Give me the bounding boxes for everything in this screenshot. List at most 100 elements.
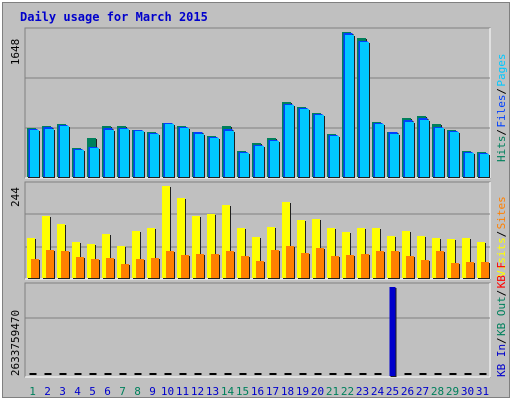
bar-top-pages-16: [255, 146, 264, 177]
bar-middle-sites-22: [346, 255, 354, 278]
bar-top-pages-23: [360, 42, 369, 177]
bar-top-pages-7: [120, 129, 129, 177]
bar-bottom-zero-3: [59, 373, 67, 375]
bar-middle-sites-29: [451, 263, 459, 278]
x-tick-label-30: 30: [461, 385, 474, 398]
bar-middle-sites-6: [106, 258, 114, 278]
bar-middle-visits-18: [282, 202, 290, 278]
bar-middle-sites-9: [151, 258, 159, 278]
legend-separator-middle-0: /: [495, 231, 508, 238]
chart-frame: Daily usage for March 2015 1648 Hits / Files…: [2, 2, 510, 398]
x-tick-label-31: 31: [476, 385, 489, 398]
bar-top-pages-13: [210, 138, 219, 177]
x-tick-label-24: 24: [371, 385, 385, 398]
legend-separator-bottom-1: /: [495, 290, 508, 297]
bar-top-pages-4: [75, 150, 84, 177]
bar-middle-sites-27: [421, 260, 429, 278]
bar-middle-sites-16: [256, 261, 264, 278]
bar-middle-visits-31: [477, 242, 485, 278]
legend-middle-visits: Visits: [495, 237, 508, 277]
bar-middle-visits-10: [162, 186, 170, 278]
bar-middle-sites-12: [196, 254, 204, 278]
y-max-label-bottom: 2633759470: [9, 310, 22, 376]
bar-top-pages-5: [90, 148, 99, 177]
bar-middle-sites-4: [76, 257, 84, 278]
bar-bottom-zero-27: [419, 373, 427, 375]
x-tick-label-8: 8: [134, 385, 141, 398]
bar-top-pages-3: [60, 126, 69, 177]
bar-middle-visits-15: [237, 228, 245, 278]
panel-bottom: [24, 282, 491, 378]
bar-middle-sites-7: [121, 264, 129, 278]
x-tick-label-25: 25: [386, 385, 399, 398]
bar-bottom-zero-9: [149, 373, 157, 375]
legend-bottom-kb-f: KB F: [495, 262, 508, 289]
bar-middle-visits-27: [417, 236, 425, 278]
y-max-label-top: 1648: [9, 39, 22, 66]
bar-middle-sites-11: [181, 255, 189, 278]
bar-middle-sites-3: [61, 251, 69, 278]
bar-top-pages-28: [435, 128, 444, 177]
bar-top-pages-24: [375, 124, 384, 177]
x-tick-label-9: 9: [149, 385, 156, 398]
daily-usage-chart: Daily usage for March 20151648Hits/Files…: [9, 10, 508, 398]
bar-top-pages-2: [45, 129, 54, 177]
bar-top-pages-18: [285, 105, 294, 177]
bar-bottom-zero-26: [404, 373, 412, 375]
x-tick-label-19: 19: [296, 385, 309, 398]
bar-bottom-zero-29: [449, 373, 457, 375]
chart-title: Daily usage for March 2015: [20, 10, 208, 24]
bar-top-pages-27: [420, 120, 429, 177]
bar-middle-visits-2: [42, 216, 50, 278]
bar-bottom-zero-15: [239, 373, 247, 375]
bar-middle-visits-30: [462, 238, 470, 278]
x-tick-label-2: 2: [44, 385, 51, 398]
bar-top-pages-15: [240, 153, 249, 177]
bar-bottom-zero-30: [464, 373, 472, 375]
bar-top-pages-10: [165, 124, 174, 177]
bar-top-pages-1: [30, 130, 39, 177]
bar-bottom-zero-2: [44, 373, 52, 375]
x-tick-label-3: 3: [59, 385, 66, 398]
bar-middle-sites-31: [481, 262, 489, 278]
y-max-label-middle: 244: [9, 187, 22, 207]
bar-top-pages-14: [225, 131, 234, 177]
bar-middle-visits-23: [357, 228, 365, 278]
x-tick-label-4: 4: [74, 385, 81, 398]
bar-middle-sites-2: [46, 250, 54, 278]
x-tick-label-29: 29: [446, 385, 459, 398]
x-tick-label-17: 17: [266, 385, 279, 398]
bar-bottom-zero-10: [164, 373, 172, 375]
bar-bottom-zero-5: [89, 373, 97, 375]
bar-middle-visits-12: [192, 216, 200, 278]
bar-bottom-zero-23: [359, 373, 367, 375]
bar-top-pages-6: [105, 130, 114, 177]
bar-top-pages-11: [180, 128, 189, 177]
x-tick-label-13: 13: [206, 385, 219, 398]
x-tick-label-16: 16: [251, 385, 264, 398]
bar-bottom-zero-12: [194, 373, 202, 375]
x-tick-label-26: 26: [401, 385, 414, 398]
x-tick-label-15: 15: [236, 385, 249, 398]
bar-middle-sites-18: [286, 246, 294, 278]
legend-separator-top-1: /: [495, 88, 508, 95]
bar-bottom-zero-11: [179, 373, 187, 375]
bar-top-pages-12: [195, 134, 204, 177]
bar-middle-visits-19: [297, 220, 305, 278]
bar-bottom-zero-6: [104, 373, 112, 375]
bar-top-pages-26: [405, 122, 414, 177]
bar-middle-sites-19: [301, 253, 309, 278]
bar-middle-visits-16: [252, 237, 260, 278]
bar-bottom-kb-in-25: [389, 287, 396, 376]
bar-bottom-zero-8: [134, 373, 142, 375]
bar-bottom-zero-20: [314, 373, 322, 375]
bar-middle-sites-25: [391, 251, 399, 278]
bar-bottom-zero-19: [299, 373, 307, 375]
bar-bottom-zero-21: [329, 373, 337, 375]
legend-bottom-kb-out: KB Out: [495, 296, 508, 336]
x-tick-label-7: 7: [119, 385, 126, 398]
x-tick-label-28: 28: [431, 385, 444, 398]
x-tick-label-10: 10: [161, 385, 174, 398]
bar-top-pages-25: [390, 134, 399, 177]
bar-top-pages-31: [480, 154, 489, 177]
